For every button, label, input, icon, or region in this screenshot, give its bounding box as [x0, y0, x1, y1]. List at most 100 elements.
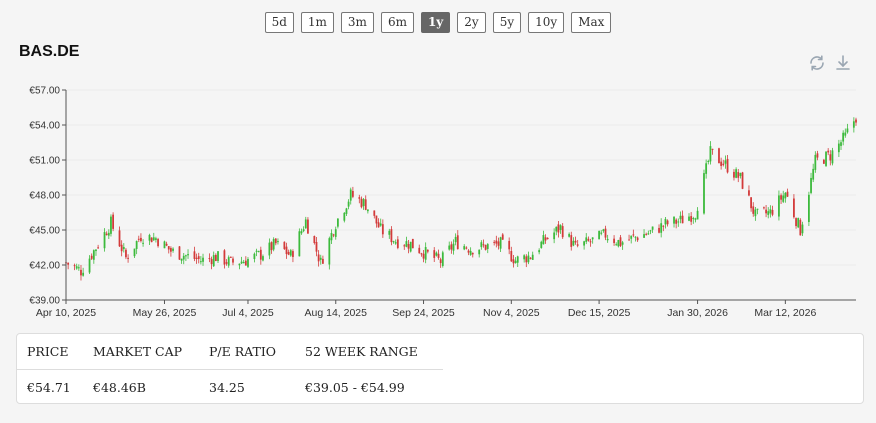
- range-button-1y[interactable]: 1y: [420, 12, 451, 33]
- candle: [829, 150, 832, 166]
- y-tick-label: €39.00: [29, 296, 60, 307]
- candle: [557, 221, 560, 238]
- candle: [75, 263, 78, 270]
- candle: [157, 237, 159, 248]
- candle: [750, 197, 752, 212]
- range-button-5d[interactable]: 5d: [264, 12, 294, 33]
- candle: [334, 226, 337, 240]
- candle: [283, 241, 286, 250]
- candle: [178, 245, 181, 260]
- candle: [602, 228, 605, 233]
- candle: [302, 226, 305, 233]
- week-range-header: 52 WEEK RANGE: [295, 334, 443, 370]
- range-button-5y[interactable]: 5y: [492, 12, 522, 33]
- candle: [268, 238, 271, 260]
- candle: [396, 236, 399, 250]
- candle: [822, 158, 825, 165]
- candle: [658, 224, 660, 234]
- candle: [422, 250, 425, 263]
- candle: [604, 225, 607, 241]
- candle: [199, 256, 202, 265]
- candle: [514, 257, 517, 264]
- candle: [636, 236, 639, 242]
- candle: [816, 150, 819, 161]
- candle: [600, 230, 603, 236]
- candle: [810, 172, 812, 195]
- candle: [377, 218, 380, 228]
- candle: [170, 246, 172, 257]
- market-cap-value: €48.46B: [93, 380, 146, 395]
- candle: [516, 255, 519, 268]
- range-button-Max[interactable]: Max: [571, 12, 612, 33]
- candle: [195, 253, 198, 264]
- candle: [292, 249, 294, 263]
- x-tick-label: May 26, 2025: [133, 307, 197, 319]
- candle: [510, 246, 513, 263]
- candle: [150, 237, 153, 243]
- candle: [842, 130, 845, 146]
- candle: [739, 172, 742, 179]
- candle: [722, 159, 725, 167]
- candle: [343, 212, 346, 223]
- candle: [358, 194, 361, 204]
- candle: [95, 249, 97, 256]
- candle: [840, 139, 842, 150]
- candle: [540, 240, 543, 249]
- refresh-icon[interactable]: [808, 54, 826, 72]
- candle: [598, 230, 600, 240]
- candle: [381, 219, 384, 238]
- candle: [347, 199, 350, 210]
- candle: [227, 255, 230, 268]
- candle: [756, 208, 759, 215]
- candle: [587, 236, 590, 242]
- candle: [780, 193, 782, 205]
- range-button-10y[interactable]: 10y: [528, 12, 565, 33]
- candle: [561, 223, 564, 239]
- candle: [313, 235, 316, 245]
- candle: [705, 159, 708, 179]
- range-button-3m[interactable]: 3m: [340, 12, 374, 33]
- candle: [852, 117, 855, 133]
- candle: [277, 238, 279, 245]
- candle: [272, 237, 275, 252]
- candle: [493, 240, 496, 246]
- candle: [628, 234, 630, 241]
- candle: [437, 249, 440, 260]
- download-icon[interactable]: [834, 54, 852, 72]
- candle: [307, 217, 309, 234]
- candle: [80, 264, 82, 281]
- candle: [688, 213, 690, 222]
- candle: [285, 242, 288, 259]
- range-selector: 5d 1m 3m 6m 1y 2y 5y 10y Max: [0, 12, 876, 33]
- market-cap-header: MARKET CAP: [83, 334, 199, 370]
- candle: [495, 235, 498, 248]
- candle: [403, 244, 406, 250]
- candle: [632, 229, 635, 238]
- candle: [583, 240, 586, 250]
- candle: [673, 216, 675, 228]
- range-button-2y[interactable]: 2y: [457, 12, 486, 33]
- x-tick-label: Dec 15, 2025: [568, 307, 631, 319]
- candle: [692, 216, 695, 224]
- candle: [574, 236, 577, 245]
- candle: [748, 185, 750, 197]
- y-tick-label: €42.00: [29, 261, 60, 272]
- candle: [405, 236, 408, 248]
- candle: [814, 151, 817, 173]
- price-header: PRICE: [17, 334, 83, 370]
- candle: [270, 241, 273, 254]
- candle: [125, 248, 127, 260]
- candle: [709, 141, 712, 165]
- candle: [163, 240, 166, 249]
- candle: [525, 254, 528, 268]
- candle: [184, 254, 187, 262]
- candle: [576, 239, 579, 248]
- candle: [67, 262, 70, 270]
- candle: [360, 196, 363, 209]
- candle: [390, 226, 393, 246]
- candle: [589, 238, 592, 247]
- candle: [512, 255, 515, 268]
- range-button-6m[interactable]: 6m: [380, 12, 414, 33]
- range-button-1m[interactable]: 1m: [300, 12, 334, 33]
- candle: [172, 247, 174, 253]
